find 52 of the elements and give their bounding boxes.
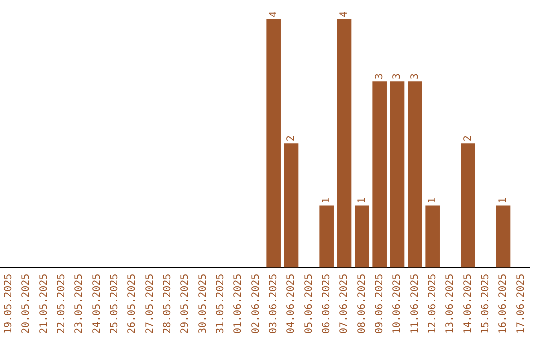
data-label: 4 xyxy=(268,11,280,18)
x-tick-label: 25.05.2025 xyxy=(109,274,120,334)
x-tick-label: 19.05.2025 xyxy=(3,274,14,334)
x-tick-label: 14.06.2025 xyxy=(462,274,474,334)
data-label: 1 xyxy=(356,198,368,204)
x-tick-label: 07.06.2025 xyxy=(339,274,350,334)
data-label: 3 xyxy=(410,74,421,80)
x-tick-label: 17.06.2025 xyxy=(516,274,527,334)
data-label: 1 xyxy=(321,198,332,204)
bar xyxy=(426,206,440,268)
x-tick-label: 03.06.2025 xyxy=(268,274,280,334)
x-tick-label: 20.05.2025 xyxy=(21,274,32,334)
x-tick-label: 21.05.2025 xyxy=(38,274,50,334)
x-tick-label: 01.06.2025 xyxy=(233,274,244,334)
data-label: 1 xyxy=(498,198,510,204)
x-tick-label: 30.05.2025 xyxy=(198,274,209,334)
x-tick-label: 05.06.2025 xyxy=(304,274,315,334)
x-tick-label: 24.05.2025 xyxy=(92,274,103,334)
x-tick-label: 11.06.2025 xyxy=(410,274,421,334)
bar xyxy=(337,20,352,268)
data-label: 4 xyxy=(339,11,350,18)
data-label: 3 xyxy=(392,74,404,80)
data-label: 3 xyxy=(374,74,386,80)
x-tick-label: 15.06.2025 xyxy=(480,274,492,334)
x-tick-label: 12.06.2025 xyxy=(427,274,438,334)
x-tick-label: 09.06.2025 xyxy=(374,274,386,334)
bar xyxy=(266,20,281,268)
x-tick-label: 29.05.2025 xyxy=(180,274,192,334)
bar xyxy=(372,82,387,268)
x-tick-label: 04.06.2025 xyxy=(286,274,298,334)
data-label: 2 xyxy=(286,136,298,142)
data-label: 2 xyxy=(462,136,474,142)
x-tick-label: 28.05.2025 xyxy=(162,274,174,334)
x-tick-label: 08.06.2025 xyxy=(356,274,368,334)
bar xyxy=(284,144,299,268)
bar xyxy=(390,82,405,268)
bar xyxy=(408,82,422,268)
x-tick-label: 16.06.2025 xyxy=(498,274,510,334)
x-tick-label: 22.05.2025 xyxy=(56,274,68,334)
x-tick-label: 23.05.2025 xyxy=(74,274,86,334)
bar xyxy=(461,144,476,268)
x-tick-label: 31.05.2025 xyxy=(215,274,226,334)
bar xyxy=(320,206,334,268)
bar xyxy=(496,206,511,268)
x-tick-label: 13.06.2025 xyxy=(445,274,456,334)
x-tick-label: 26.05.2025 xyxy=(127,274,138,334)
x-tick-label: 02.06.2025 xyxy=(250,274,262,334)
x-tick-label: 10.06.2025 xyxy=(392,274,404,334)
x-tick-label: 06.06.2025 xyxy=(321,274,332,334)
x-tick-label: 27.05.2025 xyxy=(144,274,156,334)
data-label: 1 xyxy=(427,198,438,204)
bar xyxy=(355,206,370,268)
